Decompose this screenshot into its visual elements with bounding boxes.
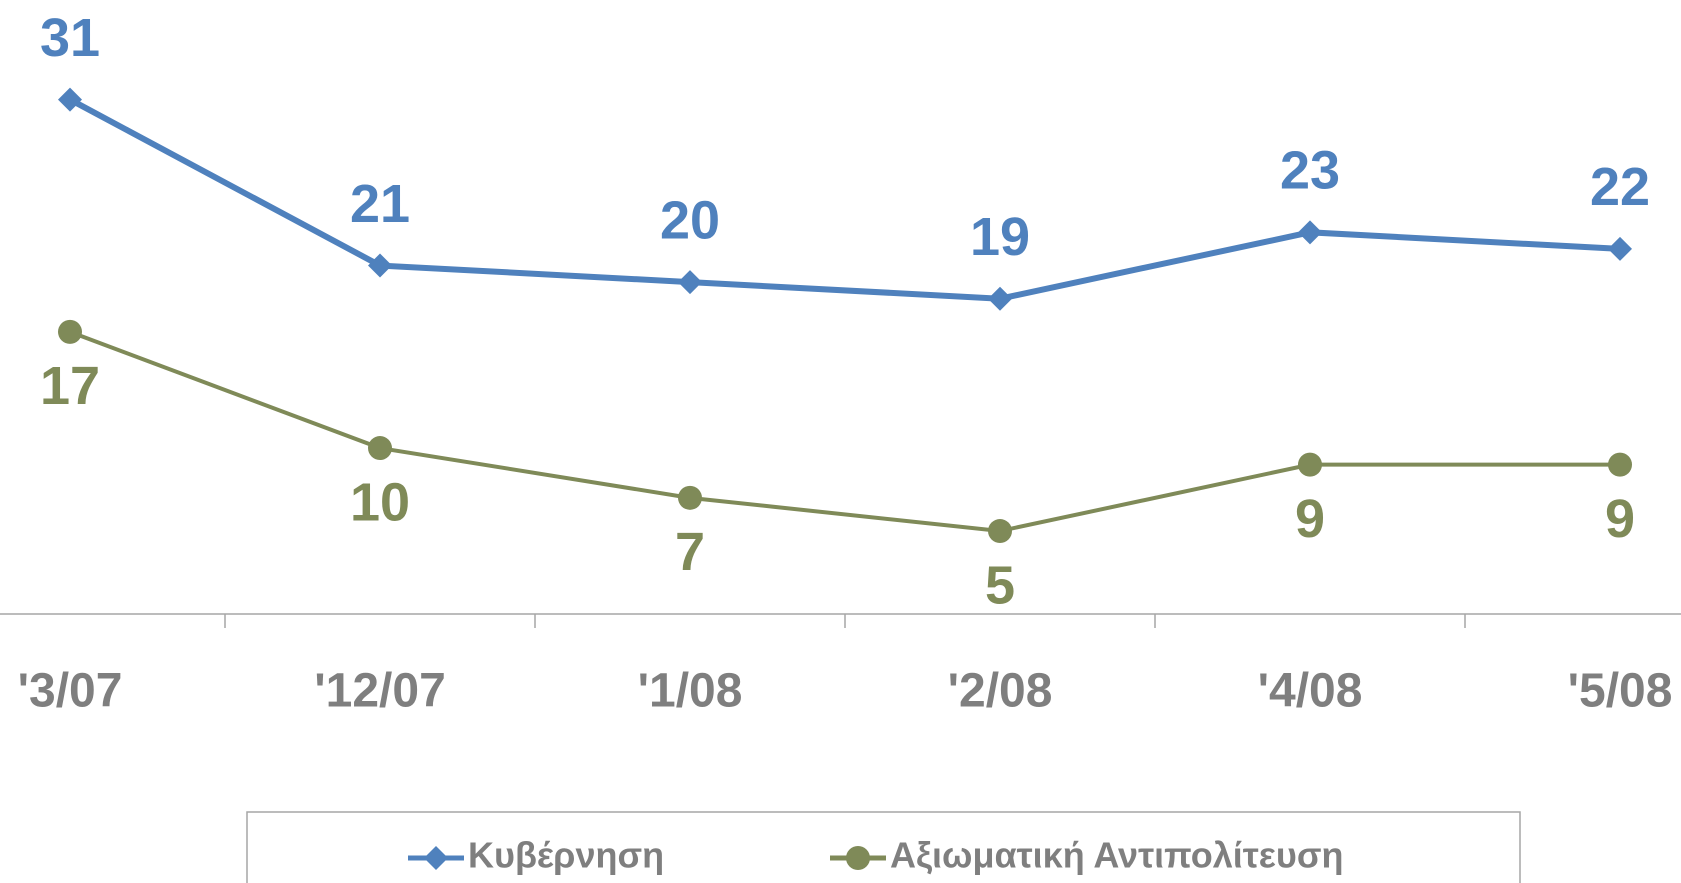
data-label: 19: [970, 207, 1030, 267]
data-label: 22: [1590, 157, 1650, 217]
marker: [988, 519, 1012, 544]
x-tick-label: '5/08: [1568, 665, 1673, 718]
marker: [1608, 236, 1632, 261]
marker: [58, 87, 82, 112]
marker: [988, 286, 1012, 311]
data-label: 31: [40, 8, 100, 68]
x-tick-label: '4/08: [1258, 665, 1363, 718]
x-tick-label: '3/07: [18, 665, 123, 718]
data-label: 21: [350, 174, 410, 234]
x-tick-label: '12/07: [314, 665, 446, 718]
marker: [368, 436, 392, 461]
data-label: 10: [350, 472, 410, 532]
marker: [1298, 220, 1322, 245]
series-line: [68, 96, 1621, 302]
data-label: 17: [40, 356, 100, 416]
marker: [424, 846, 448, 870]
data-label: 7: [675, 522, 705, 582]
marker: [58, 319, 82, 344]
x-tick-label: '1/08: [638, 665, 743, 718]
data-label: 23: [1280, 141, 1340, 201]
data-label: 9: [1295, 489, 1325, 549]
marker: [678, 270, 702, 295]
data-label: 20: [660, 190, 720, 250]
marker: [678, 485, 702, 510]
marker: [368, 253, 392, 278]
x-tick-label: '2/08: [948, 665, 1053, 718]
marker: [846, 846, 870, 870]
legend-box: [246, 811, 1521, 883]
series-line: [69, 330, 1620, 534]
data-label: 5: [985, 555, 1015, 615]
marker: [1298, 452, 1322, 477]
marker: [1608, 452, 1632, 477]
legend-label: Αξιωματική Αντιπολίτευση: [890, 835, 1343, 876]
data-label: 9: [1605, 489, 1635, 549]
legend-label: Κυβέρνηση: [468, 835, 664, 876]
